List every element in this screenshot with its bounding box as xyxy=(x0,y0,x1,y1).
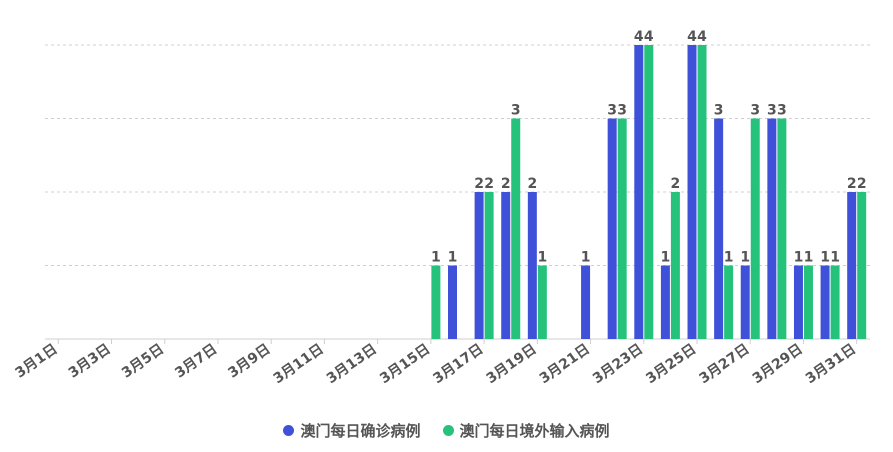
legend-marker-confirmed xyxy=(283,425,295,436)
bar-imported xyxy=(644,45,654,339)
bar-imported xyxy=(697,45,707,339)
bar-imported xyxy=(617,118,627,339)
bar-imported xyxy=(431,265,441,339)
bar-confirmed xyxy=(607,118,617,339)
x-tick-label: 3月19日 xyxy=(484,341,540,387)
x-tick-label: 3月21日 xyxy=(537,341,593,387)
x-tick-label: 3月7日 xyxy=(172,341,220,381)
bar-imported xyxy=(511,118,521,339)
data-label-imported: 3 xyxy=(617,103,627,119)
data-label-confirmed: 2 xyxy=(501,176,511,192)
bar-confirmed xyxy=(501,192,511,339)
bar-confirmed xyxy=(820,265,830,339)
data-label-confirmed: 1 xyxy=(661,250,671,266)
data-label-imported: 4 xyxy=(644,29,654,45)
x-tick-label: 3月13日 xyxy=(324,341,380,387)
bar-imported xyxy=(830,265,840,339)
data-label-confirmed: 1 xyxy=(448,250,458,266)
data-label-imported: 4 xyxy=(697,29,707,45)
legend-item-imported[interactable]: 澳门每日境外输入病例 xyxy=(442,420,610,441)
data-label-imported: 1 xyxy=(804,250,814,266)
bar-imported xyxy=(670,192,680,339)
x-tick-label: 3月27日 xyxy=(696,341,752,387)
bar-imported xyxy=(777,118,787,339)
bar-imported xyxy=(803,265,813,339)
bar-confirmed xyxy=(581,265,591,339)
bar-imported xyxy=(537,265,547,339)
data-label-imported: 2 xyxy=(857,176,867,192)
x-tick-label: 3月5日 xyxy=(119,341,167,381)
data-label-confirmed: 3 xyxy=(714,103,724,119)
legend: 澳门每日确诊病例 澳门每日境外输入病例 xyxy=(0,420,893,441)
x-tick-label: 3月29日 xyxy=(750,341,806,387)
data-label-confirmed: 1 xyxy=(740,250,750,266)
data-label-imported: 3 xyxy=(511,103,521,119)
x-tick-label: 3月9日 xyxy=(225,341,273,381)
x-tick-label: 3月25日 xyxy=(643,341,699,387)
bar-confirmed xyxy=(660,265,670,339)
x-tick-label: 3月1日 xyxy=(13,341,61,381)
data-label-imported: 1 xyxy=(431,250,441,266)
data-label-imported: 1 xyxy=(830,250,840,266)
bar-confirmed xyxy=(793,265,803,339)
bar-confirmed xyxy=(767,118,777,339)
legend-item-confirmed[interactable]: 澳门每日确诊病例 xyxy=(283,420,421,441)
data-label-imported: 3 xyxy=(750,103,760,119)
legend-label-imported: 澳门每日境外输入病例 xyxy=(459,422,610,440)
x-tick-label: 3月23日 xyxy=(590,341,646,387)
bar-confirmed xyxy=(474,192,484,339)
data-label-confirmed: 2 xyxy=(527,176,537,192)
data-label-confirmed: 2 xyxy=(474,176,484,192)
bar-imported xyxy=(750,118,760,339)
data-label-confirmed: 1 xyxy=(820,250,830,266)
data-label-confirmed: 4 xyxy=(687,29,697,45)
bar-imported xyxy=(484,192,494,339)
data-label-imported: 2 xyxy=(671,176,681,192)
data-label-confirmed: 1 xyxy=(794,250,804,266)
x-tick-label: 3月31日 xyxy=(803,341,859,387)
legend-marker-imported xyxy=(442,425,454,436)
data-label-confirmed: 1 xyxy=(581,250,591,266)
bar-confirmed xyxy=(634,45,644,339)
data-label-imported: 2 xyxy=(484,176,494,192)
bar-confirmed xyxy=(714,118,724,339)
bar-imported xyxy=(724,265,734,339)
bar-imported xyxy=(857,192,867,339)
bar-confirmed xyxy=(527,192,537,339)
x-tick-label: 3月3日 xyxy=(66,341,114,381)
data-label-confirmed: 4 xyxy=(634,29,644,45)
data-label-imported: 1 xyxy=(724,250,734,266)
bar-confirmed xyxy=(687,45,697,339)
data-label-imported: 1 xyxy=(537,250,547,266)
x-tick-label: 3月11日 xyxy=(271,341,327,387)
x-tick-label: 3月15日 xyxy=(377,341,433,387)
bar-confirmed xyxy=(740,265,750,339)
bar-confirmed xyxy=(448,265,457,339)
data-label-confirmed: 2 xyxy=(847,176,857,192)
bar-confirmed xyxy=(847,192,857,339)
x-tick-label: 3月17日 xyxy=(430,341,486,387)
legend-label-confirmed: 澳门每日确诊病例 xyxy=(300,422,421,440)
data-label-confirmed: 3 xyxy=(767,103,777,119)
data-label-imported: 3 xyxy=(777,103,787,119)
data-label-confirmed: 3 xyxy=(607,103,617,119)
